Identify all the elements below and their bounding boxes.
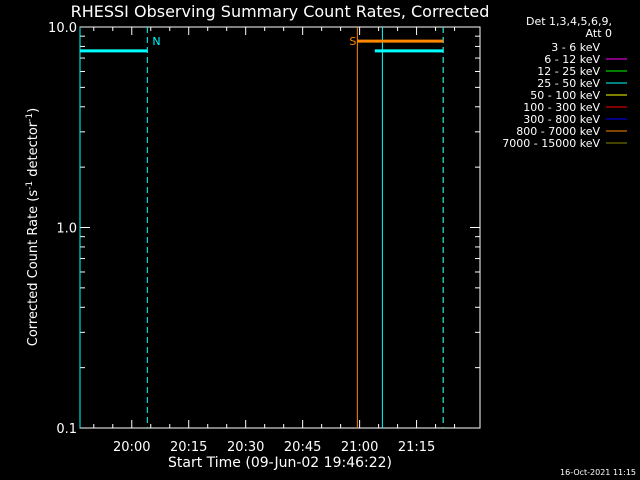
x-tick-label: 20:15 xyxy=(170,440,207,455)
y-tick-label: 1.0 xyxy=(56,222,77,237)
legend-entry-label: 12 - 25 keV xyxy=(537,65,600,78)
y-axis-label-sup1: -1 xyxy=(25,181,35,190)
legend-entry-label: 7000 - 15000 keV xyxy=(502,137,600,150)
legend-entry-label: 800 - 7000 keV xyxy=(516,125,600,138)
y-axis-label-end: ) xyxy=(26,108,41,113)
time-marker-label: N xyxy=(152,35,160,48)
y-axis-label: Corrected Count Rate (s-1 detector-1) xyxy=(25,108,41,346)
x-axis-label: Start Time (09-Jun-02 19:46:22) xyxy=(168,455,392,471)
y-tick-label: 10.0 xyxy=(48,21,77,36)
legend-entry-label: 6 - 12 keV xyxy=(544,53,600,66)
x-tick-label: 21:00 xyxy=(341,440,378,455)
y-axis-label-mid: detector xyxy=(26,121,41,181)
legend-entry-label: 50 - 100 keV xyxy=(530,89,600,102)
x-tick-label: 20:45 xyxy=(284,440,321,455)
x-axis-ticks: 20:00 20:15 20:30 20:45 21:00 21:15 xyxy=(93,27,456,455)
legend-header: Det 1,3,4,5,6,9, xyxy=(526,15,612,28)
time-marker-label: S xyxy=(349,35,356,48)
legend-entry-label: 100 - 300 keV xyxy=(523,101,600,114)
legend-entry-label: 300 - 800 keV xyxy=(523,113,600,126)
x-tick-label: 20:00 xyxy=(113,440,150,455)
data-series xyxy=(80,39,444,53)
legend-entry-label: 25 - 50 keV xyxy=(537,77,600,90)
legend-entry-label: 3 - 6 keV xyxy=(551,41,600,54)
plot-frame xyxy=(79,26,481,429)
x-tick-label: 21:15 xyxy=(398,440,435,455)
y-tick-label: 0.1 xyxy=(56,422,77,437)
footer-timestamp: 16-Oct-2021 11:15 xyxy=(560,468,636,477)
x-tick-label: 20:30 xyxy=(227,440,264,455)
legend-header: Att 0 xyxy=(586,27,612,40)
chart-title: RHESSI Observing Summary Count Rates, Co… xyxy=(71,2,490,21)
y-axis-label-sup2: -1 xyxy=(25,113,35,122)
y-axis-label-main: Corrected Count Rate (s xyxy=(26,190,41,347)
y-axis-ticks: 10.0 1.0 0.1 xyxy=(48,21,480,437)
